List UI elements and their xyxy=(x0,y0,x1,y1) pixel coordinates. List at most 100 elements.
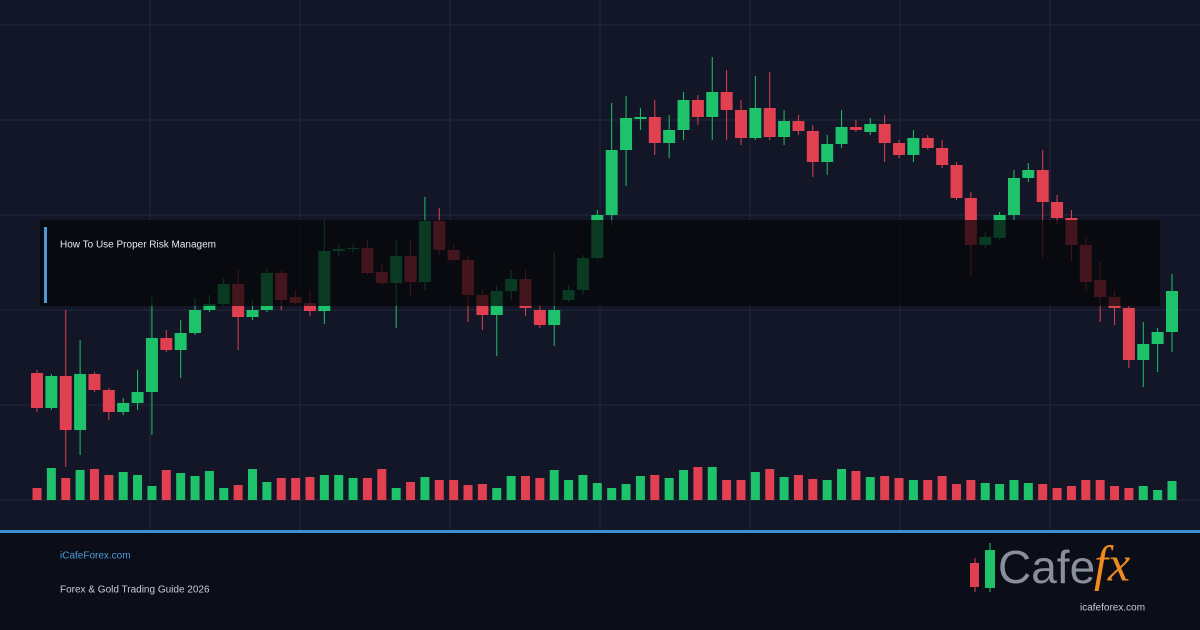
volume-bar xyxy=(305,477,315,500)
candle-body xyxy=(620,118,633,150)
volume-bar xyxy=(1095,480,1105,500)
candle-body xyxy=(160,338,173,350)
candle-body xyxy=(533,310,546,325)
volume-bar xyxy=(908,480,918,500)
candle-body xyxy=(548,310,561,325)
logo-url: icafeforex.com xyxy=(1080,603,1145,614)
volume-bar xyxy=(607,488,617,500)
volume-bar xyxy=(880,476,890,500)
candle-body xyxy=(303,303,316,311)
footer xyxy=(0,530,1200,630)
volume-bar xyxy=(319,475,329,500)
volume-bar xyxy=(837,469,847,500)
volume-bar xyxy=(1138,486,1148,500)
volume-bar xyxy=(248,469,258,500)
volume-bar xyxy=(865,477,875,500)
volume-bar xyxy=(664,478,674,500)
candle-body xyxy=(1007,178,1020,215)
candle-body xyxy=(792,121,805,131)
candle-body xyxy=(31,373,43,408)
volume-bar xyxy=(966,480,976,500)
candle-body xyxy=(835,127,848,144)
volume-bar xyxy=(693,467,703,500)
candle-body xyxy=(189,310,202,333)
volume-bar xyxy=(995,484,1005,500)
candle-body xyxy=(663,130,676,143)
volume-bar xyxy=(219,488,229,500)
volume-bar xyxy=(765,469,775,500)
volume-bar xyxy=(104,475,114,500)
volume-bar xyxy=(1110,486,1120,500)
volume-bar xyxy=(46,468,56,500)
volume-bar xyxy=(592,483,602,500)
volume-bar xyxy=(635,476,645,500)
title-overlay xyxy=(40,220,1160,306)
volume-bar xyxy=(779,477,789,500)
volume-bar xyxy=(1081,480,1091,500)
candle-body xyxy=(605,150,618,215)
volume-bar xyxy=(1124,488,1134,500)
candle-body xyxy=(864,124,877,132)
candle-body xyxy=(88,374,101,390)
volume-bar xyxy=(133,475,143,500)
volume-bar xyxy=(549,470,559,500)
candle-body xyxy=(734,110,747,138)
volume-bar xyxy=(61,478,71,500)
volume-bar xyxy=(204,471,214,500)
logo-icon xyxy=(970,563,979,587)
volume-bar xyxy=(1038,484,1048,500)
volume-bar xyxy=(1153,490,1163,500)
candle-body xyxy=(203,304,216,310)
volume-bar xyxy=(362,478,372,500)
volume-bar xyxy=(75,470,85,500)
candle-body xyxy=(1166,291,1178,332)
candle-body xyxy=(936,148,949,165)
volume-bar xyxy=(1023,483,1033,500)
volume-bar xyxy=(1066,486,1076,500)
volume-bar xyxy=(578,475,588,500)
candle-body xyxy=(246,310,259,317)
candle-body xyxy=(849,127,862,130)
candle-body xyxy=(1137,344,1150,360)
volume-bar xyxy=(190,476,200,500)
candle-body xyxy=(878,124,891,143)
volume-bar xyxy=(1052,488,1062,500)
volume-bar xyxy=(147,486,157,500)
candle-body xyxy=(634,117,647,119)
candle-body xyxy=(821,144,834,162)
volume-bar xyxy=(520,476,530,500)
volume-bar xyxy=(420,477,430,500)
volume-bar xyxy=(449,480,459,500)
candle-body xyxy=(749,108,762,138)
candle-body xyxy=(691,100,704,117)
footer-site: iCafeForex.com xyxy=(60,551,131,562)
candle-body xyxy=(720,92,733,110)
candle-body xyxy=(131,392,144,403)
candle-body xyxy=(907,138,920,155)
footer-subtitle: Forex & Gold Trading Guide 2026 xyxy=(60,585,210,596)
candle-body xyxy=(74,374,87,430)
volume-bar xyxy=(391,488,401,500)
candle-body xyxy=(1051,202,1064,218)
volume-bar xyxy=(176,473,186,500)
volume-bar xyxy=(894,478,904,500)
volume-bar xyxy=(535,478,545,500)
volume-bar xyxy=(707,467,717,500)
volume-bar xyxy=(564,480,574,500)
candle-body xyxy=(921,138,934,148)
candle-body xyxy=(174,333,187,350)
volume-bar xyxy=(822,480,832,500)
volume-bar xyxy=(793,475,803,500)
volume-bar xyxy=(89,469,99,500)
volume-bar xyxy=(276,478,286,500)
candle-body xyxy=(117,403,130,412)
candle-body xyxy=(1122,308,1135,360)
volume-bar xyxy=(291,478,301,500)
volume-bar xyxy=(506,476,516,500)
volume-bar xyxy=(851,471,861,500)
volume-bar xyxy=(492,488,502,500)
volume-bar xyxy=(808,479,818,500)
logo-accent: fx xyxy=(1094,535,1130,591)
candle-body xyxy=(806,131,819,162)
